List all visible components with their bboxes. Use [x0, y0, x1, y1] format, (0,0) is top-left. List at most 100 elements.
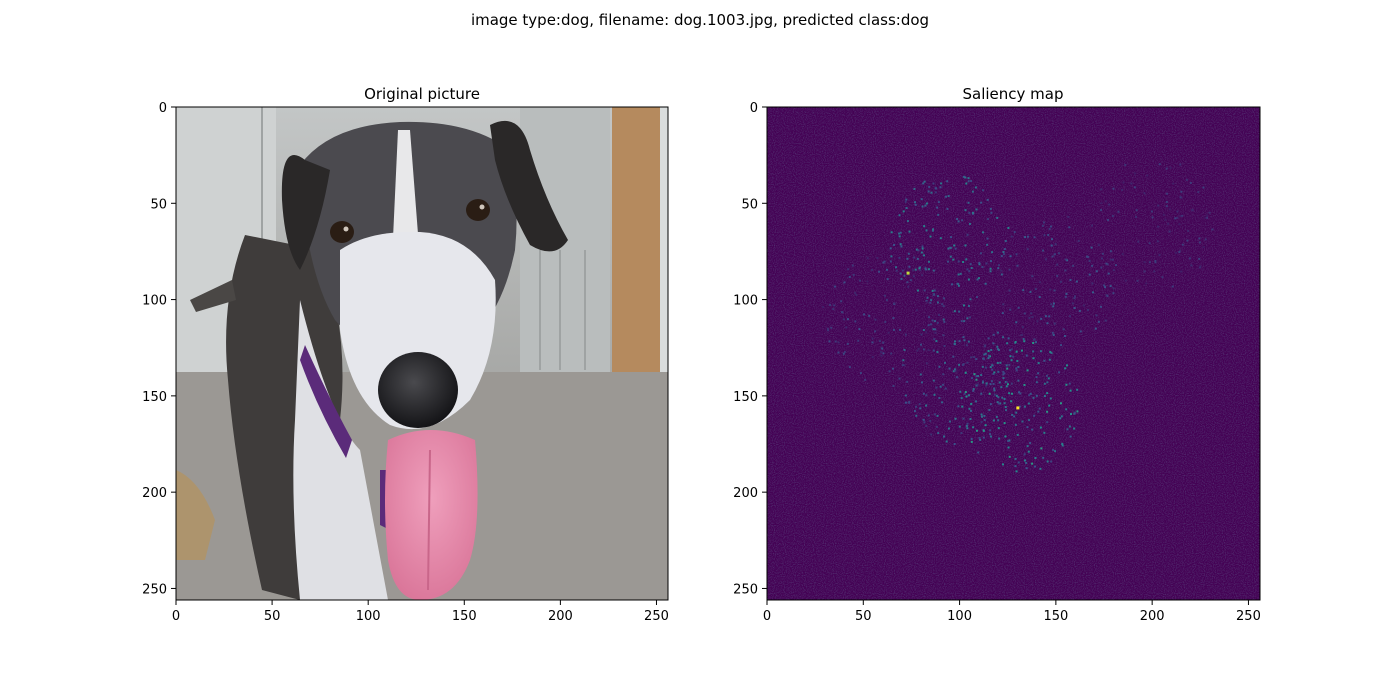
saliency-cell [1086, 309, 1089, 312]
saliency-cell [981, 365, 984, 368]
saliency-cell [1053, 322, 1056, 325]
saliency-cell [978, 263, 981, 266]
saliency-cell [874, 330, 877, 333]
saliency-cell [1031, 462, 1034, 465]
saliency-cell [940, 182, 943, 185]
saliency-cell [1079, 330, 1082, 333]
saliency-cell [874, 318, 877, 321]
saliency-cell [840, 300, 843, 303]
saliency-cell [939, 237, 942, 240]
saliency-cell [958, 310, 961, 313]
saliency-cell [1046, 322, 1049, 325]
saliency-cell [902, 359, 905, 362]
saliency-cell [1169, 166, 1172, 169]
saliency-cell [1057, 252, 1060, 255]
saliency-cell [942, 334, 945, 337]
saliency-cell [926, 300, 929, 303]
saliency-cell [967, 278, 970, 281]
saliency-cell [1100, 209, 1103, 212]
saliency-cell [1009, 355, 1012, 358]
saliency-cell [1050, 225, 1053, 228]
saliency-cell [1015, 321, 1018, 324]
saliency-cell [1050, 351, 1053, 354]
saliency-cell [1071, 302, 1074, 305]
saliency-cell [998, 437, 1001, 440]
saliency-cell [1205, 216, 1208, 219]
saliency-cell [967, 180, 970, 183]
saliency-cell [923, 180, 926, 183]
saliency-cell [939, 385, 942, 388]
saliency-cell [997, 427, 1000, 430]
saliency-cell [1028, 394, 1031, 397]
saliency-cell [1011, 413, 1014, 416]
saliency-cell [1097, 320, 1100, 323]
saliency-cell [975, 384, 978, 387]
saliency-cell [902, 210, 905, 213]
saliency-cell [966, 268, 969, 271]
saliency-cell [971, 211, 974, 214]
saliency-cell [1198, 237, 1201, 240]
saliency-cell [1010, 235, 1013, 238]
saliency-cell [955, 376, 958, 379]
saliency-cell [854, 291, 857, 294]
saliency-cell [898, 377, 901, 380]
saliency-cell [964, 209, 967, 212]
saliency-ytick-label: 150 [733, 390, 758, 405]
saliency-cell [923, 289, 926, 292]
original-xtick-label: 100 [356, 609, 381, 624]
saliency-cell [913, 187, 916, 190]
saliency-cell [892, 317, 895, 320]
saliency-cell [922, 329, 925, 332]
saliency-cell [954, 247, 957, 250]
original-ytick-label: 100 [142, 294, 167, 309]
saliency-cell [918, 267, 921, 270]
saliency-cell [1030, 312, 1033, 315]
saliency-cell [1100, 257, 1103, 260]
saliency-cell [826, 327, 829, 330]
saliency-cell [957, 284, 960, 287]
saliency-cell [985, 382, 988, 385]
saliency-cell [922, 392, 925, 395]
saliency-cell [964, 371, 967, 374]
saliency-cell [981, 381, 984, 384]
saliency-cell [982, 429, 985, 432]
saliency-cell [1001, 396, 1004, 399]
saliency-xtick-label: 200 [1140, 609, 1165, 624]
saliency-cell [997, 349, 1000, 352]
saliency-cell [962, 175, 965, 178]
saliency-cell [848, 275, 851, 278]
saliency-cell [1001, 463, 1004, 466]
saliency-cell [1056, 263, 1059, 266]
saliency-cell [948, 367, 951, 370]
saliency-cell [1091, 264, 1094, 267]
saliency-cell [1008, 392, 1011, 395]
saliency-cell [904, 401, 907, 404]
saliency-cell [1047, 233, 1050, 236]
saliency-cell [871, 268, 874, 271]
saliency-ytick-label: 50 [741, 197, 758, 212]
saliency-cell [1060, 344, 1063, 347]
saliency-cell [1006, 342, 1009, 345]
saliency-cell [1188, 257, 1191, 260]
saliency-cell [1143, 192, 1146, 195]
saliency-cell [928, 185, 931, 188]
saliency-cell [923, 254, 926, 257]
saliency-cell [933, 393, 936, 396]
saliency-cell [1069, 389, 1072, 392]
saliency-cell [968, 407, 971, 410]
saliency-cell [973, 356, 976, 359]
saliency-cell [1033, 338, 1036, 341]
saliency-cell [846, 342, 849, 345]
saliency-cell [952, 370, 955, 373]
saliency-cell [989, 433, 992, 436]
saliency-cell [1211, 228, 1214, 231]
saliency-cell [965, 258, 968, 261]
saliency-cell [1027, 450, 1030, 453]
saliency-cell [968, 222, 971, 225]
saliency-cell [898, 235, 901, 238]
saliency-cell [915, 405, 918, 408]
saliency-cell [1022, 338, 1025, 341]
saliency-cell [975, 296, 978, 299]
saliency-cell [942, 318, 945, 321]
saliency-cell [969, 417, 972, 420]
